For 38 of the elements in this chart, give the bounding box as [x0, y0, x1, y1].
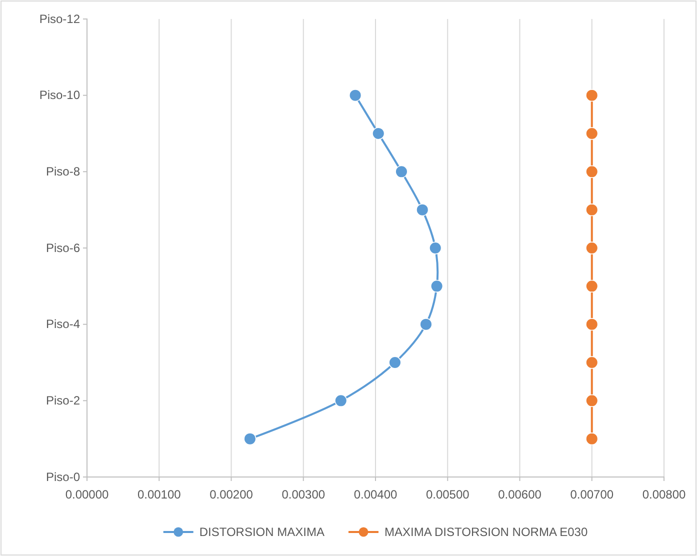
- point: [586, 280, 598, 292]
- x-tick-label: 0.00700: [570, 487, 614, 502]
- y-tick-label: Piso-12: [39, 12, 80, 26]
- point: [586, 432, 598, 446]
- x-tick-label: 0.00800: [642, 487, 686, 502]
- point: [586, 318, 598, 331]
- point: [586, 394, 598, 407]
- y-tick-label: Piso-6: [46, 240, 80, 255]
- point: [586, 242, 598, 254]
- x-tick-label: 0.00600: [498, 487, 542, 502]
- point: [244, 432, 256, 446]
- y-tick-label: Piso-10: [39, 88, 80, 102]
- x-tick-label: 0.00100: [137, 487, 182, 502]
- point: [586, 127, 598, 140]
- point: [395, 165, 408, 178]
- y-tick-label: Piso-2: [46, 394, 80, 408]
- point: [429, 242, 442, 254]
- legend-label: MAXIMA DISTORSION NORMA E030: [384, 525, 588, 540]
- y-tick-label: Piso-0: [46, 470, 80, 484]
- y-tick-label: Piso-8: [46, 164, 80, 179]
- x-tick-label: 0.00500: [426, 487, 470, 502]
- point: [430, 280, 444, 292]
- point: [586, 89, 598, 102]
- legend-label: DISTORSION MAXIMA: [199, 525, 324, 540]
- point: [586, 165, 598, 178]
- point: [348, 89, 362, 102]
- y-tick-label: Piso-4: [46, 317, 80, 332]
- x-tick-label: 0.00400: [354, 487, 398, 502]
- point: [586, 204, 598, 216]
- point: [586, 356, 598, 369]
- x-tick-label: 0.00300: [282, 487, 326, 502]
- point: [388, 356, 402, 369]
- point: [334, 394, 348, 407]
- point: [372, 127, 385, 140]
- x-tick-label: 0.00200: [210, 487, 254, 502]
- x-tick-label: 0.00000: [65, 487, 110, 502]
- point: [416, 204, 429, 216]
- point: [420, 318, 432, 331]
